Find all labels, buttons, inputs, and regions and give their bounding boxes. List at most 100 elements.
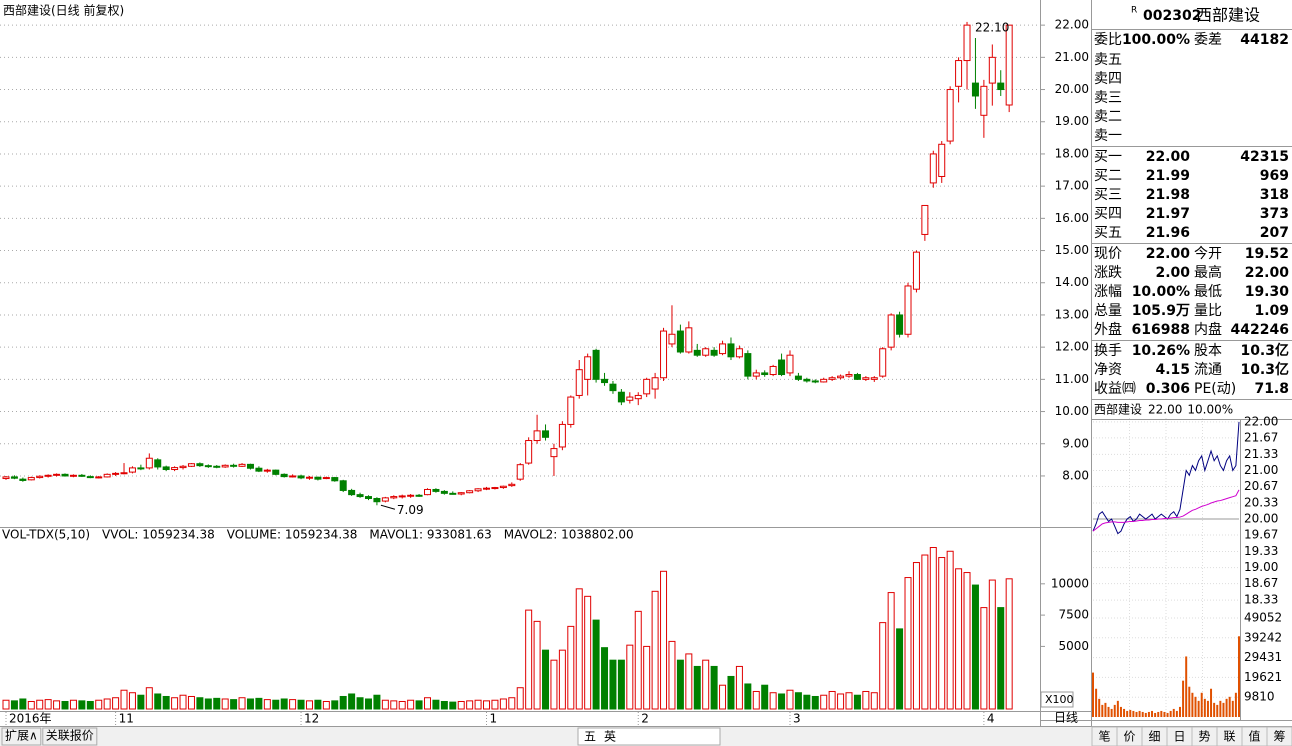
- intraday-title: 西部建设: [1094, 402, 1142, 417]
- y-tick-label: 29431: [1244, 650, 1282, 664]
- candle-body: [516, 464, 524, 480]
- bid-volume: 373: [1260, 206, 1289, 222]
- volume-bar: [230, 699, 238, 710]
- panel-button[interactable]: 价: [1123, 730, 1135, 744]
- x-tick-label: 11: [119, 712, 134, 726]
- volume-bar: [356, 697, 364, 710]
- panel-button[interactable]: 日: [1173, 730, 1185, 744]
- y-tick-label: 20.67: [1244, 479, 1278, 493]
- y-tick-label: 16.00: [1055, 211, 1089, 225]
- candle-body: [187, 463, 195, 467]
- candle-body: [702, 348, 710, 356]
- candle-body: [280, 473, 288, 478]
- panel-button[interactable]: 值: [1248, 729, 1260, 744]
- candle-body: [769, 365, 777, 376]
- ime-button[interactable]: 五: [584, 730, 596, 744]
- panel-button[interactable]: 筹: [1273, 730, 1285, 744]
- volume-bar: [162, 695, 170, 710]
- candle-body: [1005, 24, 1013, 106]
- volume-bar: [19, 698, 27, 710]
- volume-bar: [567, 625, 575, 710]
- tab[interactable]: 关联报价: [46, 728, 94, 743]
- candle-body: [466, 490, 474, 494]
- volume-bar: [390, 700, 398, 710]
- volume-bar: [634, 610, 642, 710]
- unit-label: X100: [1045, 693, 1074, 706]
- quote-value: 616988: [1132, 322, 1190, 338]
- candle-body: [348, 489, 356, 496]
- y-tick-label: 21.67: [1244, 430, 1278, 444]
- y-tick-label: 19.67: [1244, 528, 1278, 542]
- y-tick-label: 7500: [1058, 608, 1089, 622]
- panel-button[interactable]: 势: [1198, 730, 1210, 744]
- y-tick-label: 12.00: [1055, 340, 1089, 354]
- y-tick-label: 19.33: [1244, 544, 1278, 558]
- candle-body: [2, 476, 10, 480]
- candle-body: [550, 448, 558, 458]
- volume-bar: [86, 700, 94, 710]
- volume-bar: [440, 700, 448, 710]
- candle-body: [778, 359, 786, 376]
- candle-body: [171, 467, 179, 471]
- candle-body: [204, 465, 212, 468]
- y-tick-label: 10.00: [1055, 404, 1089, 418]
- volume-bar: [263, 699, 271, 710]
- candle-body: [761, 372, 769, 376]
- panel-button[interactable]: 联: [1223, 730, 1235, 744]
- volume-legend: VOL-TDX(5,10): [2, 528, 90, 542]
- volume-bar: [466, 700, 474, 710]
- volume-bar: [980, 607, 988, 710]
- volume-bar: [272, 699, 280, 710]
- volume-bar: [204, 698, 212, 710]
- y-tick-label: 19621: [1244, 670, 1282, 684]
- volume-bar: [879, 622, 887, 710]
- y-tick-label: 21.00: [1055, 50, 1089, 64]
- candle-body: [668, 333, 676, 345]
- bid-price: 21.96: [1146, 225, 1190, 241]
- candle-body: [213, 465, 221, 468]
- volume-bar: [128, 692, 136, 710]
- candle-body: [314, 476, 322, 480]
- volume-bar: [575, 588, 583, 710]
- volume-bar: [803, 694, 811, 710]
- volume-bar: [373, 694, 381, 710]
- candle-body: [879, 348, 887, 377]
- volume-bar: [474, 699, 482, 710]
- candle-body: [752, 372, 760, 377]
- volume-bar: [778, 693, 786, 710]
- volume-bar: [491, 699, 499, 710]
- candle-body: [845, 374, 853, 377]
- volume-bar: [929, 547, 937, 710]
- y-tick-label: 10000: [1051, 576, 1089, 590]
- volume-bar: [685, 653, 693, 710]
- ime-button[interactable]: 英: [604, 730, 616, 744]
- candle-body: [988, 56, 996, 84]
- y-tick-label: 39242: [1244, 630, 1282, 644]
- volume-bar: [533, 620, 541, 710]
- candle-body: [154, 459, 162, 468]
- y-tick-label: 20.33: [1244, 495, 1278, 509]
- quote-value: 19.30: [1245, 284, 1290, 300]
- quote-mark: R: [1131, 6, 1137, 16]
- volume-bar: [154, 693, 162, 710]
- quote-label: 量比: [1194, 303, 1222, 319]
- volume-bar: [407, 699, 415, 710]
- panel-button[interactable]: 笔: [1098, 729, 1110, 744]
- candle-body: [120, 472, 128, 475]
- volume-bar: [997, 607, 1005, 710]
- panel-button[interactable]: 细: [1148, 730, 1160, 744]
- volume-bar: [693, 665, 701, 710]
- tab[interactable]: 扩展∧: [5, 729, 38, 743]
- candle-body: [78, 474, 86, 477]
- candle-body: [19, 478, 27, 481]
- bid-price: 22.00: [1146, 149, 1191, 165]
- quote-label: 总量: [1094, 303, 1122, 319]
- volume-bar: [2, 699, 10, 710]
- candle-body: [95, 476, 103, 479]
- y-tick-label: 21.33: [1244, 447, 1278, 461]
- quote-label: 净资: [1094, 362, 1122, 378]
- candle-body: [398, 495, 406, 498]
- frame: [0, 0, 1292, 727]
- candle-body: [803, 378, 811, 382]
